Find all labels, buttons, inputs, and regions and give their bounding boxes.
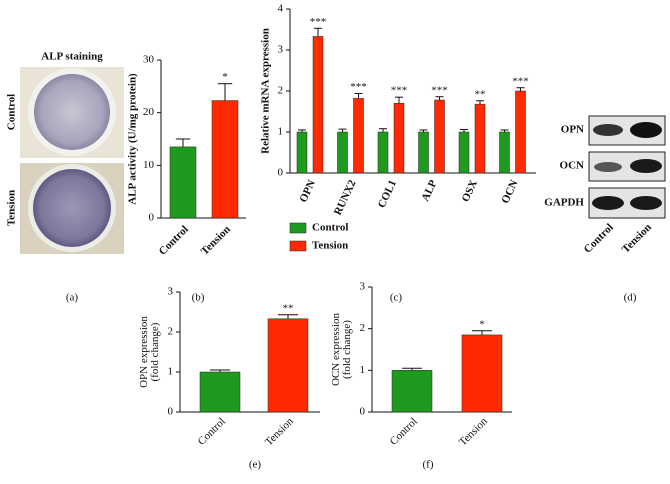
bar bbox=[474, 103, 486, 174]
significance: * bbox=[222, 71, 228, 83]
y-axis-label: (fold change) bbox=[149, 322, 161, 381]
significance: *** bbox=[512, 75, 529, 87]
band bbox=[630, 159, 662, 173]
y-tick-label: 1 bbox=[278, 126, 284, 138]
y-axis-label: OPN expression bbox=[138, 316, 150, 388]
panel-caption: (c) bbox=[390, 292, 403, 304]
blot-label: OCN bbox=[560, 160, 585, 172]
staining-panel: ALP staining Control Tension (a) bbox=[6, 51, 124, 304]
y-axis-label: OCN expression bbox=[330, 312, 342, 386]
bar bbox=[296, 131, 308, 174]
y-tick-label: 20 bbox=[143, 106, 155, 118]
y-tick-label: 1 bbox=[360, 364, 366, 376]
x-tick-label: Control bbox=[196, 415, 228, 447]
bar bbox=[434, 99, 445, 174]
row-label: Control bbox=[6, 94, 18, 130]
bar bbox=[199, 371, 241, 413]
bar bbox=[461, 334, 503, 413]
bar bbox=[312, 36, 324, 174]
y-tick-label: 4 bbox=[278, 3, 284, 15]
x-tick-label: COL1 bbox=[376, 178, 399, 210]
y-tick-label: 3 bbox=[168, 286, 174, 298]
y-tick-label: 0 bbox=[149, 212, 155, 224]
bar bbox=[337, 131, 348, 174]
y-axis-label: Relative mRNA expression bbox=[260, 28, 272, 154]
significance: * bbox=[479, 318, 485, 330]
legend-label: Tension bbox=[312, 240, 348, 252]
plate-well bbox=[34, 74, 110, 150]
bar bbox=[267, 318, 309, 413]
x-tick-label: Control bbox=[388, 415, 420, 447]
panel-caption: (f) bbox=[423, 459, 434, 471]
blot-column: Control bbox=[582, 221, 616, 255]
blot-label: OPN bbox=[561, 124, 584, 136]
bar bbox=[515, 90, 526, 174]
x-tick-label: Tension bbox=[199, 223, 233, 257]
blot-panel: OPN OCN GAPDH Control Tension (d) bbox=[544, 115, 666, 304]
band bbox=[630, 196, 662, 210]
y-tick-label: 0 bbox=[360, 406, 366, 418]
blot-column: Tension bbox=[620, 221, 654, 255]
significance: *** bbox=[391, 85, 408, 97]
panel-caption: (d) bbox=[624, 292, 637, 304]
y-tick-label: 3 bbox=[278, 44, 284, 56]
significance: *** bbox=[350, 81, 367, 93]
significance: ** bbox=[475, 88, 486, 100]
bar bbox=[499, 131, 510, 174]
y-tick-label: 3 bbox=[360, 281, 366, 293]
panel-caption: (e) bbox=[249, 459, 262, 471]
significance: ** bbox=[283, 302, 294, 314]
x-tick-label: ALP bbox=[419, 178, 439, 203]
bar bbox=[353, 98, 364, 174]
bar bbox=[458, 131, 470, 174]
y-tick-label: 10 bbox=[143, 159, 155, 171]
bar bbox=[418, 131, 429, 174]
y-tick-label: 2 bbox=[168, 326, 174, 338]
y-tick-label: 0 bbox=[168, 406, 174, 418]
panel-caption: (b) bbox=[192, 292, 205, 304]
plate-well bbox=[33, 169, 111, 247]
band bbox=[593, 124, 623, 136]
y-tick-label: 1 bbox=[168, 366, 174, 378]
significance: *** bbox=[310, 16, 327, 28]
staining-title: ALP staining bbox=[41, 51, 103, 63]
bar bbox=[211, 100, 239, 219]
band bbox=[630, 122, 662, 138]
legend-label: Control bbox=[312, 222, 348, 234]
y-tick-label: 2 bbox=[360, 322, 366, 334]
band bbox=[594, 162, 622, 172]
row-label: Tension bbox=[6, 190, 18, 226]
x-tick-label: OPN bbox=[297, 178, 318, 204]
y-tick-label: 30 bbox=[143, 54, 155, 66]
x-tick-label: Tension bbox=[457, 415, 490, 448]
bar bbox=[377, 131, 389, 174]
blot-label: GAPDH bbox=[544, 197, 584, 209]
bar bbox=[391, 370, 433, 413]
legend-swatch bbox=[289, 240, 307, 252]
y-axis-label: (fold change) bbox=[341, 320, 353, 379]
x-tick-label: Tension bbox=[263, 415, 296, 448]
x-tick-label: OCN bbox=[499, 178, 520, 205]
legend-swatch bbox=[289, 222, 307, 234]
x-tick-label: RUNX2 bbox=[332, 178, 359, 217]
panel-caption: (a) bbox=[66, 292, 79, 304]
band bbox=[592, 196, 624, 210]
bar bbox=[393, 103, 405, 174]
x-tick-label: OSX bbox=[460, 178, 480, 204]
bar bbox=[169, 146, 197, 219]
x-tick-label: Control bbox=[157, 223, 191, 257]
y-tick-label: 2 bbox=[278, 85, 284, 97]
y-tick-label: 0 bbox=[278, 167, 284, 179]
significance: *** bbox=[431, 84, 448, 96]
y-axis-label: ALP activity (U/mg protein) bbox=[127, 73, 139, 205]
